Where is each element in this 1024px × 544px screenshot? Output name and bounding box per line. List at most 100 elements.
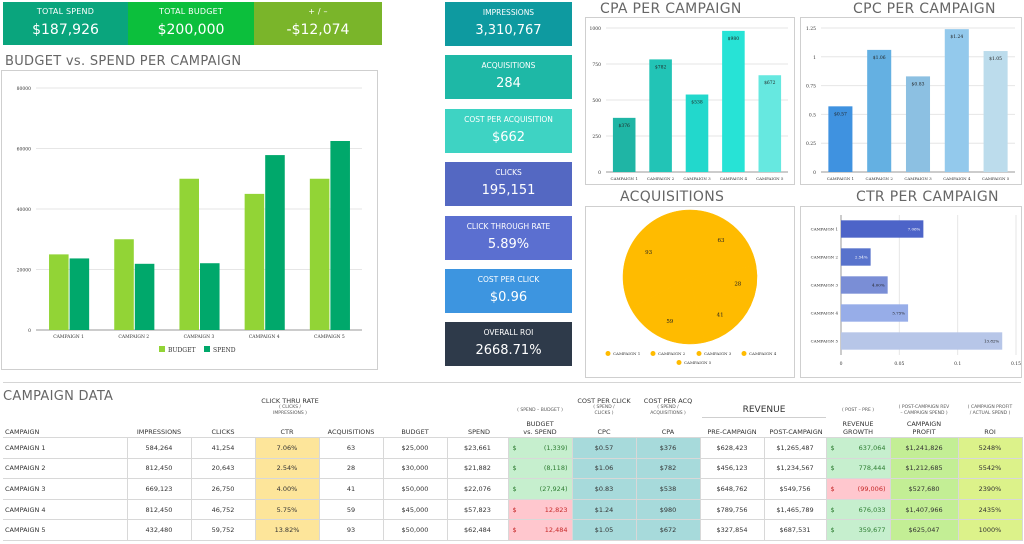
kpi-value: 3,310,767 (475, 23, 542, 38)
table-row: CAMPAIGN 1 584,264 41,254 7.06% 63 $25,000 $23… (3, 437, 1023, 459)
total-budget-tile: TOTAL BUDGET $200,000 (128, 2, 254, 45)
x-tick-label: CAMPAIGN 4 (943, 176, 971, 181)
cell-campaign: CAMPAIGN 5 (3, 519, 128, 541)
x-tick-label: 0 (840, 361, 843, 367)
cell-spend: $22,076 (447, 478, 509, 500)
cell-campaign: CAMPAIGN 1 (3, 437, 128, 459)
data-label: $538 (691, 100, 703, 106)
bvs-value: 12,484 (544, 526, 568, 535)
bar-budget (114, 239, 134, 330)
profit-group-sub1: ( POST-CAMPAIGN REV (898, 405, 950, 410)
x-tick-label: CAMPAIGN 3 (904, 176, 932, 181)
budget-vs-spend-chart: 0 20000 40000 60000 80000 CAMPAIGN 1 CAMPAIGN … (17, 86, 362, 354)
currency-sign: $ (512, 505, 517, 514)
ctr-title: CTR PER CAMPAIGN (856, 189, 999, 205)
y-tick-label: 60000 (17, 147, 31, 153)
kpi-value: 2668.71% (475, 343, 542, 358)
x-tick-label: CAMPAIGN 1 (611, 176, 638, 181)
legend-label: CAMPAIGN 1 (613, 351, 640, 356)
cell-campaign: CAMPAIGN 2 (3, 458, 128, 480)
x-tick-label: CAMPAIGN 3 (683, 176, 711, 181)
col-impressions: IMPRESSIONS (136, 428, 182, 436)
col-profit-line2: PROFIT (912, 428, 936, 436)
cell-cpc: $0.83 (572, 478, 637, 500)
cell-pre-campaign: $648,762 (700, 478, 765, 500)
campaign-data-title: CAMPAIGN DATA (3, 389, 114, 404)
kpi-label: IMPRESSIONS (482, 8, 535, 17)
cpa-chart: 0 250 500 750 1000 CAMPAIGN 1 CAMPAIGN 2 CAMPAI… (590, 26, 788, 181)
plus-minus-tile: + / – -$12,074 (254, 2, 382, 45)
currency-sign: $ (830, 526, 835, 535)
y-tick-label: 0.5 (809, 112, 816, 118)
cell-roi: 2390% (958, 478, 1023, 500)
x-tick-label: CAMPAIGN 4 (249, 334, 280, 340)
cell-ctr: 13.82% (255, 519, 320, 541)
bar (612, 117, 636, 172)
y-tick-label: 80000 (17, 86, 31, 92)
col-roi: ROI (984, 428, 996, 436)
bar-budget (49, 254, 69, 330)
currency-sign: $ (512, 526, 517, 535)
bar (841, 276, 888, 294)
y-tick-label: CAMPAIGN 5 (811, 339, 839, 344)
data-label: $1.05 (989, 56, 1002, 62)
cell-ctr: 7.06% (255, 437, 320, 459)
x-tick-label: 0.05 (894, 361, 904, 367)
acquisitions-chart: 63 28 41 59 93 CAMPAIGN 1 CAMPAIGN 2 CAMPAIGN 3… (605, 209, 777, 365)
growth-value: 637,064 (858, 443, 886, 452)
col-bvs-line1: BUDGET (526, 420, 554, 428)
bar-spend (69, 258, 90, 330)
cell-cpa: $538 (636, 478, 701, 500)
pie-slice (630, 276, 706, 345)
currency-sign: $ (830, 484, 835, 493)
y-tick-label: 1.25 (806, 26, 816, 32)
cpc-title: CPC PER CAMPAIGN (853, 1, 996, 17)
data-label: 5.75% (892, 311, 905, 316)
cell-roi: 2435% (958, 499, 1023, 521)
cell-impressions: 432,480 (127, 519, 192, 541)
pie-slice (689, 209, 757, 278)
kpi-tile-acquisitions: ACQUISITIONS 284 (445, 55, 572, 99)
growth-value: 778,444 (858, 464, 886, 473)
kpi-tile-clicks: CLICKS 195,151 (445, 162, 572, 206)
x-tick-label: 0.1 (954, 361, 961, 367)
pie-data-label: 93 (645, 250, 652, 256)
cpa-group-sub1: ( SPEND / (657, 405, 679, 410)
cell-budget: $50,000 (383, 519, 448, 541)
roi-group-sub1: ( CAMPAIGN PROFIT (967, 405, 1013, 410)
currency-sign: $ (512, 484, 517, 493)
x-tick-label: CAMPAIGN 2 (118, 334, 149, 340)
y-tick-label: 20000 (17, 268, 31, 274)
x-tick-label: CAMPAIGN 2 (866, 176, 894, 181)
bvs-value: 12,823 (544, 505, 568, 514)
cell-cpc: $0.57 (572, 437, 637, 459)
bar (649, 59, 672, 172)
col-cpc: CPC (597, 428, 611, 436)
legend-label: CAMPAIGN 5 (684, 360, 712, 365)
bar-budget (309, 178, 330, 330)
cell-pre-campaign: $327,854 (700, 519, 765, 541)
col-cpa: CPA (661, 428, 675, 436)
x-tick-label: 0.15 (1011, 361, 1021, 367)
legend-swatch (605, 351, 611, 356)
bar-spend (200, 263, 220, 330)
x-tick-label: CAMPAIGN 5 (314, 334, 345, 340)
pie-data-label: 41 (717, 313, 724, 319)
cell-revenue-growth: $637,064 (826, 437, 891, 459)
col-budget: BUDGET (401, 428, 429, 436)
cell-cpc: $1.24 (572, 499, 637, 521)
cell-campaign: CAMPAIGN 3 (3, 478, 128, 500)
cell-budget: $50,000 (383, 478, 448, 500)
data-label: $672 (764, 80, 776, 86)
cpa-group-sub2: ACQUISITIONS ) (650, 411, 686, 416)
cell-acquisitions: 93 (319, 519, 384, 541)
cpc-panel: 0 0.25 0.5 0.75 1 1.25 CAMPAIGN 1 CAMPAIGN 2 CAM… (800, 17, 1022, 185)
cell-revenue-growth: $676,033 (826, 499, 891, 521)
data-label: 13.82% (984, 339, 999, 344)
kpi-tile-cost-per-click: COST PER CLICK $0.96 (445, 269, 572, 313)
cell-cpc: $1.05 (572, 519, 637, 541)
roi-group-sub2: / ACTUAL SPEND ) (969, 411, 1011, 416)
plus-minus-value: -$12,074 (286, 22, 350, 38)
kpi-value: $662 (491, 130, 526, 145)
bvs-value: (1,339) (543, 443, 568, 452)
